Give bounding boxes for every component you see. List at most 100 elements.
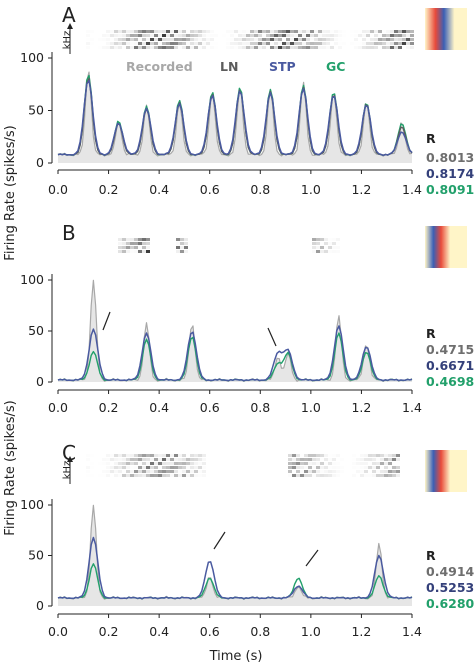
spectrogram-cell	[348, 454, 352, 457]
spectrogram-cell	[392, 462, 396, 465]
spectrogram-cell	[122, 30, 126, 33]
spectrogram-cell	[282, 46, 286, 49]
spectrogram-cell	[150, 34, 154, 37]
x-tick-label: 1.0	[301, 624, 321, 639]
plot-area-c: 0.0 0.2 0.4 0.6 0.8 1.0 1.2 1.4 0 50 100	[20, 497, 422, 639]
spectrogram-cell	[294, 38, 298, 41]
spectrogram-cell	[162, 34, 166, 37]
spectrogram-cell	[328, 458, 332, 461]
spectrogram-cell	[154, 454, 158, 457]
spectrogram-cell	[368, 462, 372, 465]
spectrogram-cell	[118, 466, 122, 469]
spectrogram-cell	[296, 474, 300, 477]
spectrogram-cell	[218, 34, 222, 37]
spectrogram-cell	[210, 38, 214, 41]
spectrogram-cell	[270, 46, 274, 49]
spectrogram-cell	[150, 42, 154, 45]
x-tick-label: 0.8	[250, 182, 270, 197]
spectrogram-cell	[348, 474, 352, 477]
spectrogram-cell	[342, 34, 346, 37]
spectrogram-cell	[364, 470, 368, 473]
spectrogram-cell	[390, 42, 394, 45]
spectrogram-cell	[202, 474, 206, 477]
spectrogram-cell	[300, 458, 304, 461]
spectrogram-cell	[114, 458, 118, 461]
spectrogram-cell	[246, 38, 250, 41]
spectrogram-cell	[360, 458, 364, 461]
spectrogram-cell	[342, 42, 346, 45]
spectrogram-cell	[134, 242, 138, 245]
spectrogram-cell	[94, 34, 98, 37]
spectrogram-cell	[340, 458, 344, 461]
spectrogram-cell	[266, 30, 270, 33]
spectrogram-cell	[380, 470, 384, 473]
spectrogram-cell	[186, 458, 190, 461]
spectrogram-cell	[186, 38, 190, 41]
spectrogram-cell	[322, 34, 326, 37]
spectrogram-cell	[94, 466, 98, 469]
spectrogram-cell	[254, 46, 258, 49]
spectrogram-cell	[360, 466, 364, 469]
spectrogram-cell	[322, 46, 326, 49]
spectrogram-cell	[364, 474, 368, 477]
spectrogram-cell	[274, 30, 278, 33]
spectrogram-cell	[316, 242, 320, 245]
spectrogram-cell	[372, 474, 376, 477]
spectrogram-cell	[258, 38, 262, 41]
spectrogram-cell	[130, 470, 134, 473]
spectrogram-cell	[332, 470, 336, 473]
spectrogram-cell	[328, 250, 332, 253]
spectrogram-cell	[154, 474, 158, 477]
spectrogram-cell	[320, 466, 324, 469]
spectrogram-cell	[176, 242, 180, 245]
spectrogram-cell	[190, 458, 194, 461]
spectrogram-cell	[312, 246, 316, 249]
spectrogram-cell	[402, 34, 406, 37]
spectrogram-cell	[344, 470, 348, 473]
spectrogram-cell	[114, 30, 118, 33]
spectrogram-cell	[118, 238, 122, 241]
spectrogram-cell	[410, 38, 414, 41]
spectrogram-cell	[246, 46, 250, 49]
plot-area-a: 0.0 0.2 0.4 0.6 0.8 1.0 1.2 1.4 0 50 100	[20, 50, 422, 197]
spectrogram-cell	[234, 46, 238, 49]
spectrogram-cell	[134, 470, 138, 473]
spectrogram-cell	[370, 38, 374, 41]
spectrogram-cell	[318, 34, 322, 37]
spectrogram-cell	[182, 30, 186, 33]
x-tick-label: 0.4	[149, 624, 169, 639]
spectrogram-cell	[198, 474, 202, 477]
spectrogram-cell	[178, 470, 182, 473]
spectrogram-cell	[190, 34, 194, 37]
spectrogram-cell	[166, 462, 170, 465]
spectrogram-cell	[94, 454, 98, 457]
spectrogram-cell	[142, 34, 146, 37]
spectrogram-cell	[410, 30, 414, 33]
spectrogram-cell	[110, 46, 114, 49]
spectrogram-cell	[374, 38, 378, 41]
spectrogram-cell	[388, 462, 392, 465]
spectrogram-cell	[378, 46, 382, 49]
spectrogram-cell	[170, 470, 174, 473]
spectrogram-cell	[210, 46, 214, 49]
spectrogram-cell	[158, 42, 162, 45]
spectrogram-cell	[300, 466, 304, 469]
spectrogram-cell	[376, 466, 380, 469]
spectrogram-cell	[146, 470, 150, 473]
spectrogram-cell	[174, 458, 178, 461]
spectrogram-cell	[130, 474, 134, 477]
spectrogram-cell	[326, 34, 330, 37]
spectrogram-cell	[328, 470, 332, 473]
spectrogram-cell	[354, 46, 358, 49]
spectrogram-cell	[286, 46, 290, 49]
spectrogram-cell	[320, 250, 324, 253]
spectrogram-cell	[86, 470, 90, 473]
spectrogram-cell	[306, 42, 310, 45]
spectrogram-cell	[266, 34, 270, 37]
spectrogram-cell	[94, 458, 98, 461]
x-tick-label: 0.8	[250, 400, 270, 415]
spectrogram-cell	[102, 30, 106, 33]
spectrogram-cell	[210, 42, 214, 45]
spectrogram-cell	[182, 46, 186, 49]
spectrogram-cell	[392, 454, 396, 457]
